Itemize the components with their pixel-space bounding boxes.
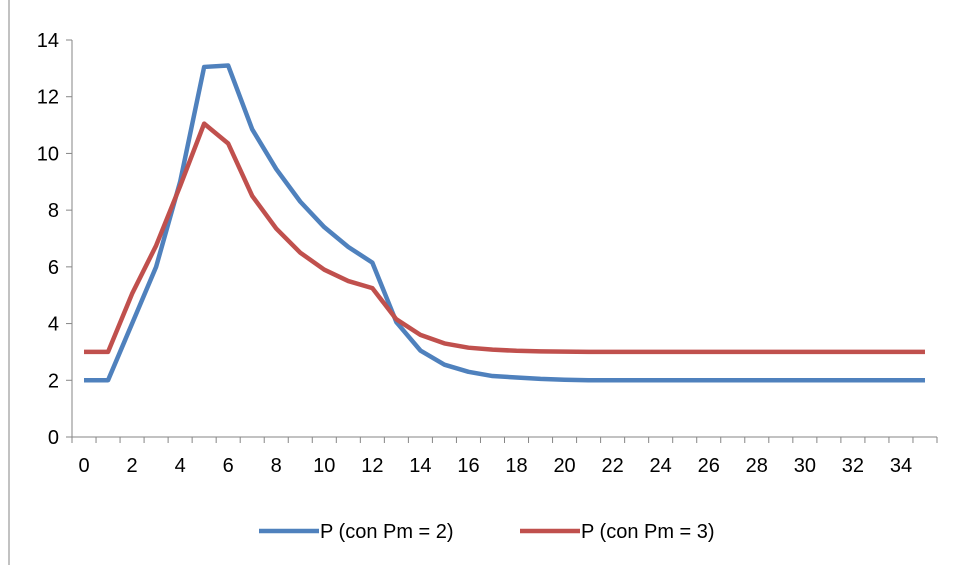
x-tick-label: 16: [457, 455, 479, 477]
series-line-2: [84, 121, 925, 355]
x-tick-label: 32: [842, 455, 864, 477]
x-tick-label: 20: [553, 455, 575, 477]
y-tick-label: 4: [48, 314, 59, 336]
x-tick-label: 0: [78, 455, 89, 477]
y-tick-label: 12: [37, 87, 59, 109]
x-tick-label: 10: [313, 455, 335, 477]
y-tick-label: 2: [48, 370, 59, 392]
y-tick-label: 8: [48, 200, 59, 222]
y-tick-label: 6: [48, 257, 59, 279]
legend-label-1: P (con Pm = 2): [320, 521, 454, 543]
x-tick-label: 22: [602, 455, 624, 477]
y-tick-label: 0: [48, 427, 59, 449]
x-tick-label: 12: [361, 455, 383, 477]
series-lines: [84, 63, 925, 383]
x-tick-label: 14: [409, 455, 431, 477]
x-tick-label: 30: [794, 455, 816, 477]
x-tick-label: 24: [650, 455, 672, 477]
x-tick-label: 18: [505, 455, 527, 477]
series-line-1: [84, 63, 925, 383]
y-tick-label: 14: [37, 30, 59, 52]
x-tick-label: 2: [127, 455, 138, 477]
x-tick-label: 6: [223, 455, 234, 477]
x-tick-label: 34: [890, 455, 912, 477]
legend-label-2: P (con Pm = 3): [581, 521, 715, 543]
x-tick-label: 28: [746, 455, 768, 477]
legend: P (con Pm = 2) P (con Pm = 3): [259, 521, 715, 543]
y-tick-label: 10: [37, 143, 59, 165]
x-tick-label: 4: [175, 455, 186, 477]
x-tick-label: 26: [698, 455, 720, 477]
x-tick-label: 8: [271, 455, 282, 477]
